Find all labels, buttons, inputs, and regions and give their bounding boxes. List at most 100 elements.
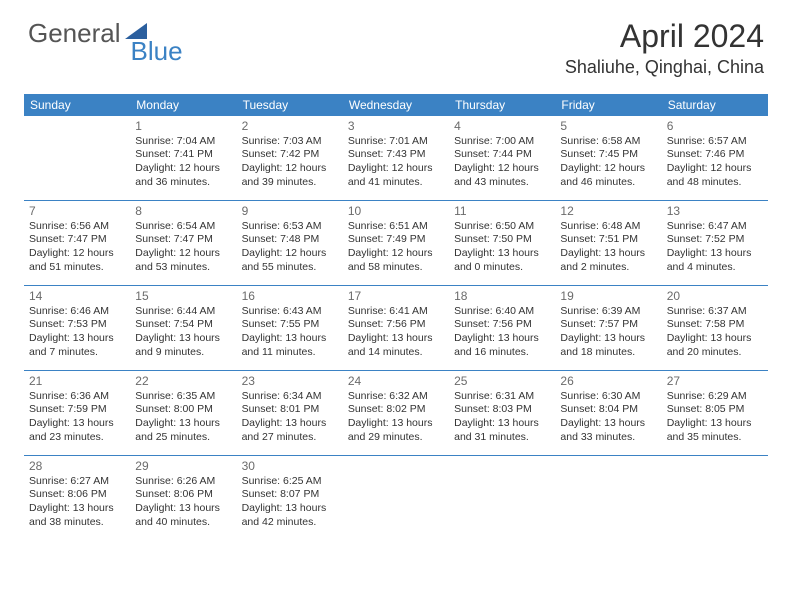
- day-cell: 12Sunrise: 6:48 AMSunset: 7:51 PMDayligh…: [555, 201, 661, 285]
- day-number: 30: [242, 459, 255, 473]
- day-number: 15: [135, 289, 148, 303]
- daylight-label-1: Daylight: 12 hours: [135, 247, 231, 261]
- day-cell: 19Sunrise: 6:39 AMSunset: 7:57 PMDayligh…: [555, 286, 661, 370]
- daylight-label-1: Daylight: 13 hours: [454, 332, 550, 346]
- sunrise-label: Sunrise: 6:51 AM: [348, 220, 444, 234]
- day-header: Saturday: [662, 94, 768, 116]
- day-header: Thursday: [449, 94, 555, 116]
- day-number: 13: [667, 204, 680, 218]
- sunrise-label: Sunrise: 6:47 AM: [667, 220, 763, 234]
- week-row: 7Sunrise: 6:56 AMSunset: 7:47 PMDaylight…: [24, 201, 768, 285]
- daylight-label-2: and 58 minutes.: [348, 261, 444, 275]
- sunrise-label: Sunrise: 6:29 AM: [667, 390, 763, 404]
- daylight-label-1: Daylight: 13 hours: [135, 332, 231, 346]
- sunrise-label: Sunrise: 6:36 AM: [29, 390, 125, 404]
- daylight-label-1: Daylight: 12 hours: [348, 247, 444, 261]
- sunrise-label: Sunrise: 6:26 AM: [135, 475, 231, 489]
- daylight-label-2: and 35 minutes.: [667, 431, 763, 445]
- sunset-label: Sunset: 7:45 PM: [560, 148, 656, 162]
- day-cell: 20Sunrise: 6:37 AMSunset: 7:58 PMDayligh…: [662, 286, 768, 370]
- day-number: 28: [29, 459, 42, 473]
- daylight-label-1: Daylight: 12 hours: [667, 162, 763, 176]
- sunrise-label: Sunrise: 6:58 AM: [560, 135, 656, 149]
- day-cell: 18Sunrise: 6:40 AMSunset: 7:56 PMDayligh…: [449, 286, 555, 370]
- daylight-label-2: and 43 minutes.: [454, 176, 550, 190]
- day-cell: 21Sunrise: 6:36 AMSunset: 7:59 PMDayligh…: [24, 371, 130, 455]
- day-number: 20: [667, 289, 680, 303]
- sunset-label: Sunset: 7:47 PM: [135, 233, 231, 247]
- sunset-label: Sunset: 7:48 PM: [242, 233, 338, 247]
- daylight-label-2: and 55 minutes.: [242, 261, 338, 275]
- day-number: 9: [242, 204, 249, 218]
- sunset-label: Sunset: 8:00 PM: [135, 403, 231, 417]
- daylight-label-2: and 48 minutes.: [667, 176, 763, 190]
- sunrise-label: Sunrise: 6:46 AM: [29, 305, 125, 319]
- day-cell: [662, 456, 768, 540]
- daylight-label-2: and 38 minutes.: [29, 516, 125, 530]
- sunrise-label: Sunrise: 6:53 AM: [242, 220, 338, 234]
- sunset-label: Sunset: 8:06 PM: [135, 488, 231, 502]
- day-cell: 16Sunrise: 6:43 AMSunset: 7:55 PMDayligh…: [237, 286, 343, 370]
- day-number: 11: [454, 204, 466, 218]
- logo-text-blue: Blue: [131, 36, 183, 67]
- day-cell: 9 Sunrise: 6:53 AMSunset: 7:48 PMDaylight…: [237, 201, 343, 285]
- sunset-label: Sunset: 7:58 PM: [667, 318, 763, 332]
- day-number: 2: [242, 119, 249, 133]
- sunset-label: Sunset: 7:52 PM: [667, 233, 763, 247]
- sunrise-label: Sunrise: 6:30 AM: [560, 390, 656, 404]
- day-number: 29: [135, 459, 148, 473]
- day-cell: 1Sunrise: 7:04 AMSunset: 7:41 PMDaylight…: [130, 116, 236, 200]
- day-cell: 24Sunrise: 6:32 AMSunset: 8:02 PMDayligh…: [343, 371, 449, 455]
- day-header: Sunday: [24, 94, 130, 116]
- day-number: 26: [560, 374, 573, 388]
- daylight-label-1: Daylight: 13 hours: [348, 417, 444, 431]
- daylight-label-1: Daylight: 13 hours: [560, 247, 656, 261]
- daylight-label-1: Daylight: 13 hours: [454, 247, 550, 261]
- day-cell: [449, 456, 555, 540]
- title-block: April 2024 Shaliuhe, Qinghai, China: [565, 18, 764, 78]
- daylight-label-2: and 18 minutes.: [560, 346, 656, 360]
- sunrise-label: Sunrise: 6:56 AM: [29, 220, 125, 234]
- sunset-label: Sunset: 7:56 PM: [348, 318, 444, 332]
- sunset-label: Sunset: 7:47 PM: [29, 233, 125, 247]
- sunrise-label: Sunrise: 6:57 AM: [667, 135, 763, 149]
- daylight-label-2: and 14 minutes.: [348, 346, 444, 360]
- day-cell: 10Sunrise: 6:51 AMSunset: 7:49 PMDayligh…: [343, 201, 449, 285]
- sunset-label: Sunset: 8:01 PM: [242, 403, 338, 417]
- sunrise-label: Sunrise: 7:00 AM: [454, 135, 550, 149]
- sunset-label: Sunset: 8:03 PM: [454, 403, 550, 417]
- day-number: 3: [348, 119, 355, 133]
- daylight-label-1: Daylight: 13 hours: [29, 502, 125, 516]
- day-header: Tuesday: [237, 94, 343, 116]
- day-cell: 15Sunrise: 6:44 AMSunset: 7:54 PMDayligh…: [130, 286, 236, 370]
- daylight-label-2: and 9 minutes.: [135, 346, 231, 360]
- daylight-label-2: and 42 minutes.: [242, 516, 338, 530]
- day-cell: 17Sunrise: 6:41 AMSunset: 7:56 PMDayligh…: [343, 286, 449, 370]
- day-cell: 4Sunrise: 7:00 AMSunset: 7:44 PMDaylight…: [449, 116, 555, 200]
- daylight-label-1: Daylight: 12 hours: [242, 162, 338, 176]
- day-cell: [24, 116, 130, 200]
- day-number: 8: [135, 204, 142, 218]
- sunrise-label: Sunrise: 6:31 AM: [454, 390, 550, 404]
- day-cell: 6Sunrise: 6:57 AMSunset: 7:46 PMDaylight…: [662, 116, 768, 200]
- day-number: 10: [348, 204, 361, 218]
- day-cell: 23Sunrise: 6:34 AMSunset: 8:01 PMDayligh…: [237, 371, 343, 455]
- sunset-label: Sunset: 8:02 PM: [348, 403, 444, 417]
- sunrise-label: Sunrise: 6:32 AM: [348, 390, 444, 404]
- sunset-label: Sunset: 7:57 PM: [560, 318, 656, 332]
- daylight-label-1: Daylight: 12 hours: [242, 247, 338, 261]
- day-cell: 25Sunrise: 6:31 AMSunset: 8:03 PMDayligh…: [449, 371, 555, 455]
- sunset-label: Sunset: 7:59 PM: [29, 403, 125, 417]
- day-number: 27: [667, 374, 680, 388]
- daylight-label-2: and 46 minutes.: [560, 176, 656, 190]
- day-cell: 28Sunrise: 6:27 AMSunset: 8:06 PMDayligh…: [24, 456, 130, 540]
- daylight-label-2: and 20 minutes.: [667, 346, 763, 360]
- daylight-label-2: and 25 minutes.: [135, 431, 231, 445]
- day-number: 19: [560, 289, 573, 303]
- daylight-label-2: and 53 minutes.: [135, 261, 231, 275]
- daylight-label-1: Daylight: 13 hours: [29, 417, 125, 431]
- daylight-label-2: and 27 minutes.: [242, 431, 338, 445]
- day-cell: 3Sunrise: 7:01 AMSunset: 7:43 PMDaylight…: [343, 116, 449, 200]
- daylight-label-1: Daylight: 12 hours: [135, 162, 231, 176]
- day-cell: 11Sunrise: 6:50 AMSunset: 7:50 PMDayligh…: [449, 201, 555, 285]
